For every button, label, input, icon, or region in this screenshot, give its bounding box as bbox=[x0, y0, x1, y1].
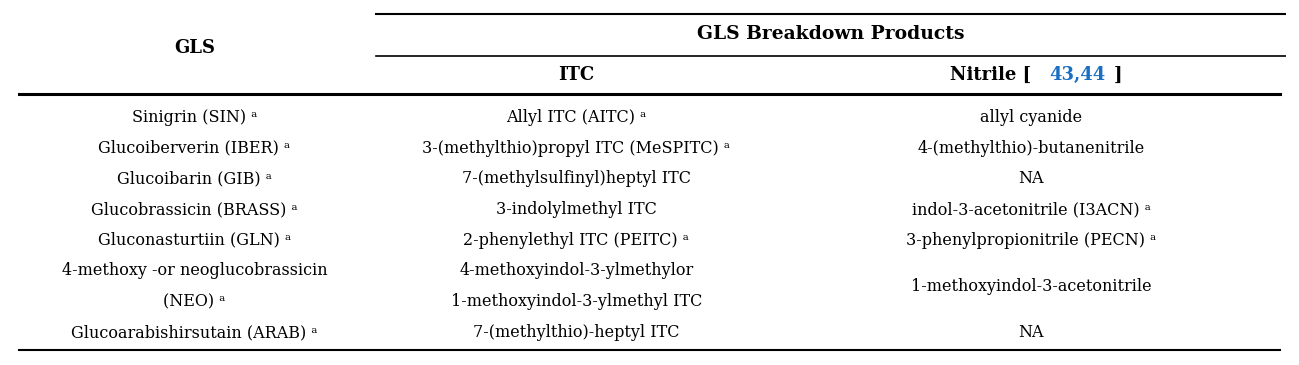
Text: 3-(methylthio)propyl ITC (MeSPITC) ᵃ: 3-(methylthio)propyl ITC (MeSPITC) ᵃ bbox=[422, 139, 730, 157]
Text: allyl cyanide: allyl cyanide bbox=[981, 109, 1082, 126]
Text: NA: NA bbox=[1018, 324, 1044, 341]
Text: Glucobrassicin (BRASS) ᵃ: Glucobrassicin (BRASS) ᵃ bbox=[91, 201, 297, 218]
Text: 7-(methylthio)-heptyl ITC: 7-(methylthio)-heptyl ITC bbox=[473, 324, 679, 341]
Text: indol-3-acetonitrile (I3ACN) ᵃ: indol-3-acetonitrile (I3ACN) ᵃ bbox=[912, 201, 1151, 218]
Text: 43,44: 43,44 bbox=[1050, 66, 1105, 84]
Text: 4-(methylthio)-butanenitrile: 4-(methylthio)-butanenitrile bbox=[918, 139, 1144, 157]
Text: Sinigrin (SIN) ᵃ: Sinigrin (SIN) ᵃ bbox=[131, 109, 257, 126]
Text: 3-phenylpropionitrile (PECN) ᵃ: 3-phenylpropionitrile (PECN) ᵃ bbox=[907, 232, 1156, 249]
Text: Nitrile [: Nitrile [ bbox=[950, 66, 1031, 84]
Text: 2-phenylethyl ITC (PEITC) ᵃ: 2-phenylethyl ITC (PEITC) ᵃ bbox=[464, 232, 690, 249]
Text: Allyl ITC (AITC) ᵃ: Allyl ITC (AITC) ᵃ bbox=[507, 109, 647, 126]
Text: 1-methoxyindol-3-ylmethyl ITC: 1-methoxyindol-3-ylmethyl ITC bbox=[451, 293, 701, 310]
Text: ]: ] bbox=[1115, 66, 1122, 84]
Text: 3-indolylmethyl ITC: 3-indolylmethyl ITC bbox=[496, 201, 657, 218]
Text: GLS: GLS bbox=[174, 39, 214, 57]
Text: NA: NA bbox=[1018, 170, 1044, 187]
Text: 4-methoxyindol-3-ylmethylor: 4-methoxyindol-3-ylmethylor bbox=[459, 262, 694, 280]
Text: Glucoiberverin (IBER) ᵃ: Glucoiberverin (IBER) ᵃ bbox=[99, 139, 291, 157]
Text: Gluconasturtiin (GLN) ᵃ: Gluconasturtiin (GLN) ᵃ bbox=[97, 232, 291, 249]
Text: 1-methoxyindol-3-acetonitrile: 1-methoxyindol-3-acetonitrile bbox=[911, 278, 1152, 295]
Text: ITC: ITC bbox=[559, 66, 595, 84]
Text: Glucoibarin (GIB) ᵃ: Glucoibarin (GIB) ᵃ bbox=[117, 170, 271, 187]
Text: 4-methoxy -or neoglucobrassicin: 4-methoxy -or neoglucobrassicin bbox=[61, 262, 327, 280]
Text: Glucoarabishirsutain (ARAB) ᵃ: Glucoarabishirsutain (ARAB) ᵃ bbox=[71, 324, 318, 341]
Text: (NEO) ᵃ: (NEO) ᵃ bbox=[164, 293, 226, 310]
Text: 7-(methylsulfinyl)heptyl ITC: 7-(methylsulfinyl)heptyl ITC bbox=[462, 170, 691, 187]
Text: GLS Breakdown Products: GLS Breakdown Products bbox=[698, 25, 965, 43]
